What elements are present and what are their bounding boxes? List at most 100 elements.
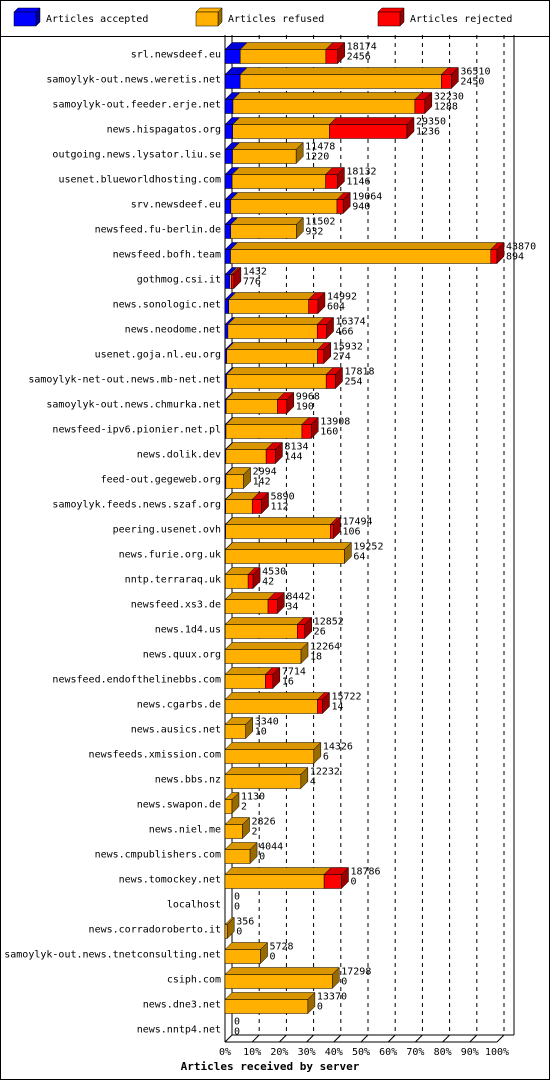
bar-top [225, 367, 334, 375]
bar [329, 124, 408, 139]
bar [317, 349, 325, 364]
accepted-label: 0 [234, 902, 240, 913]
y-tick-label: usenet.goja.nl.eu.org [95, 350, 221, 361]
legend-swatch [377, 11, 401, 27]
y-tick-label: news.swapon.de [137, 800, 221, 811]
bar [251, 499, 262, 514]
total-label: 11478 [305, 142, 335, 153]
bar [317, 699, 323, 714]
bar-side [275, 441, 283, 465]
total-label: 13370 [317, 992, 347, 1003]
bar-top [231, 167, 334, 175]
bar [224, 924, 228, 939]
bar [224, 99, 234, 114]
bar-side [337, 166, 345, 190]
bar-top [230, 192, 345, 200]
bar [441, 74, 452, 89]
bar [414, 99, 426, 114]
bar-top [224, 692, 326, 700]
y-tick-label: news.neodome.net [125, 325, 221, 336]
x-tick [387, 1034, 396, 1043]
total-label: 1130 [241, 792, 265, 803]
bar [224, 774, 302, 789]
accepted-label: 0 [259, 852, 265, 863]
x-tick [306, 1034, 314, 1043]
total-label: 8442 [286, 592, 310, 603]
bar [224, 949, 261, 964]
bar-side [335, 366, 343, 390]
y-tick-label: feed-out.gegeweb.org [101, 475, 221, 486]
bar [224, 324, 229, 339]
y-tick-label: csiph.com [167, 975, 221, 986]
bar [231, 274, 235, 289]
y-tick-label: news.1d4.us [155, 625, 221, 636]
bar [323, 874, 342, 889]
x-tick-label: 80% [434, 1047, 452, 1058]
bar [227, 324, 318, 339]
accepted-label: 0 [234, 1027, 240, 1038]
y-tick-label: news.ausics.net [131, 725, 221, 736]
bar-top [224, 992, 316, 1000]
bar-side [317, 291, 326, 315]
bar [330, 524, 334, 539]
total-label: 3340 [255, 717, 279, 728]
accepted-label: 466 [336, 327, 354, 338]
bar [224, 724, 246, 739]
accepted-label: 112 [271, 502, 289, 513]
bar [277, 399, 288, 414]
total-label: 4530 [262, 567, 286, 578]
bar [224, 174, 233, 189]
y-tick-label: peering.usenet.ovh [113, 525, 221, 536]
bar-top [328, 117, 415, 125]
total-label: 0 [234, 1017, 240, 1028]
accepted-label: 894 [506, 252, 524, 263]
y-tick-label: usenet.blueworldhosting.com [58, 175, 221, 186]
x-tick-label: 20% [270, 1047, 288, 1058]
total-label: 19064 [352, 192, 382, 203]
bar [247, 574, 254, 589]
bar-side [406, 116, 415, 140]
bar-side [261, 491, 269, 515]
total-label: 13908 [320, 417, 350, 428]
accepted-label: 142 [253, 477, 271, 488]
x-axis-title: Articles received by server [181, 1060, 360, 1073]
total-label: 15722 [331, 692, 361, 703]
bar-side [231, 791, 240, 815]
accepted-label: 26 [314, 627, 326, 638]
bar [308, 299, 319, 314]
bar [267, 599, 278, 614]
bar [224, 824, 243, 839]
y-tick-label: localhost [167, 900, 221, 911]
bar [224, 649, 302, 664]
y-tick-label: news.niel.me [149, 825, 221, 836]
bar [224, 849, 251, 864]
bar-side [304, 616, 312, 640]
accepted-label: 64 [353, 552, 365, 563]
bar-side [313, 741, 322, 765]
legend-swatch-top [377, 7, 405, 13]
bar [224, 124, 233, 139]
x-tick [224, 1034, 233, 1043]
x-tick-label: 60% [379, 1047, 397, 1058]
bar [224, 874, 325, 889]
total-label: 5728 [270, 942, 294, 953]
bar-top [224, 617, 305, 625]
bar [230, 249, 492, 264]
total-label: 17818 [344, 367, 374, 378]
total-label: 1432 [243, 267, 267, 278]
accepted-label: 0 [236, 927, 242, 938]
total-label: 18174 [347, 42, 377, 53]
total-label: 43870 [506, 242, 536, 253]
y-tick-label: newsfeed-ipv6.pionier.net.pl [52, 425, 221, 436]
bar [230, 224, 297, 239]
bar-top [227, 317, 325, 325]
bar-side [300, 766, 309, 790]
bar [239, 49, 327, 64]
total-label: 7714 [282, 667, 306, 678]
bar-side [424, 91, 433, 115]
bar [224, 799, 233, 814]
y-tick-label: newsfeeds.xmission.com [89, 750, 221, 761]
accepted-label: 0 [350, 877, 356, 888]
